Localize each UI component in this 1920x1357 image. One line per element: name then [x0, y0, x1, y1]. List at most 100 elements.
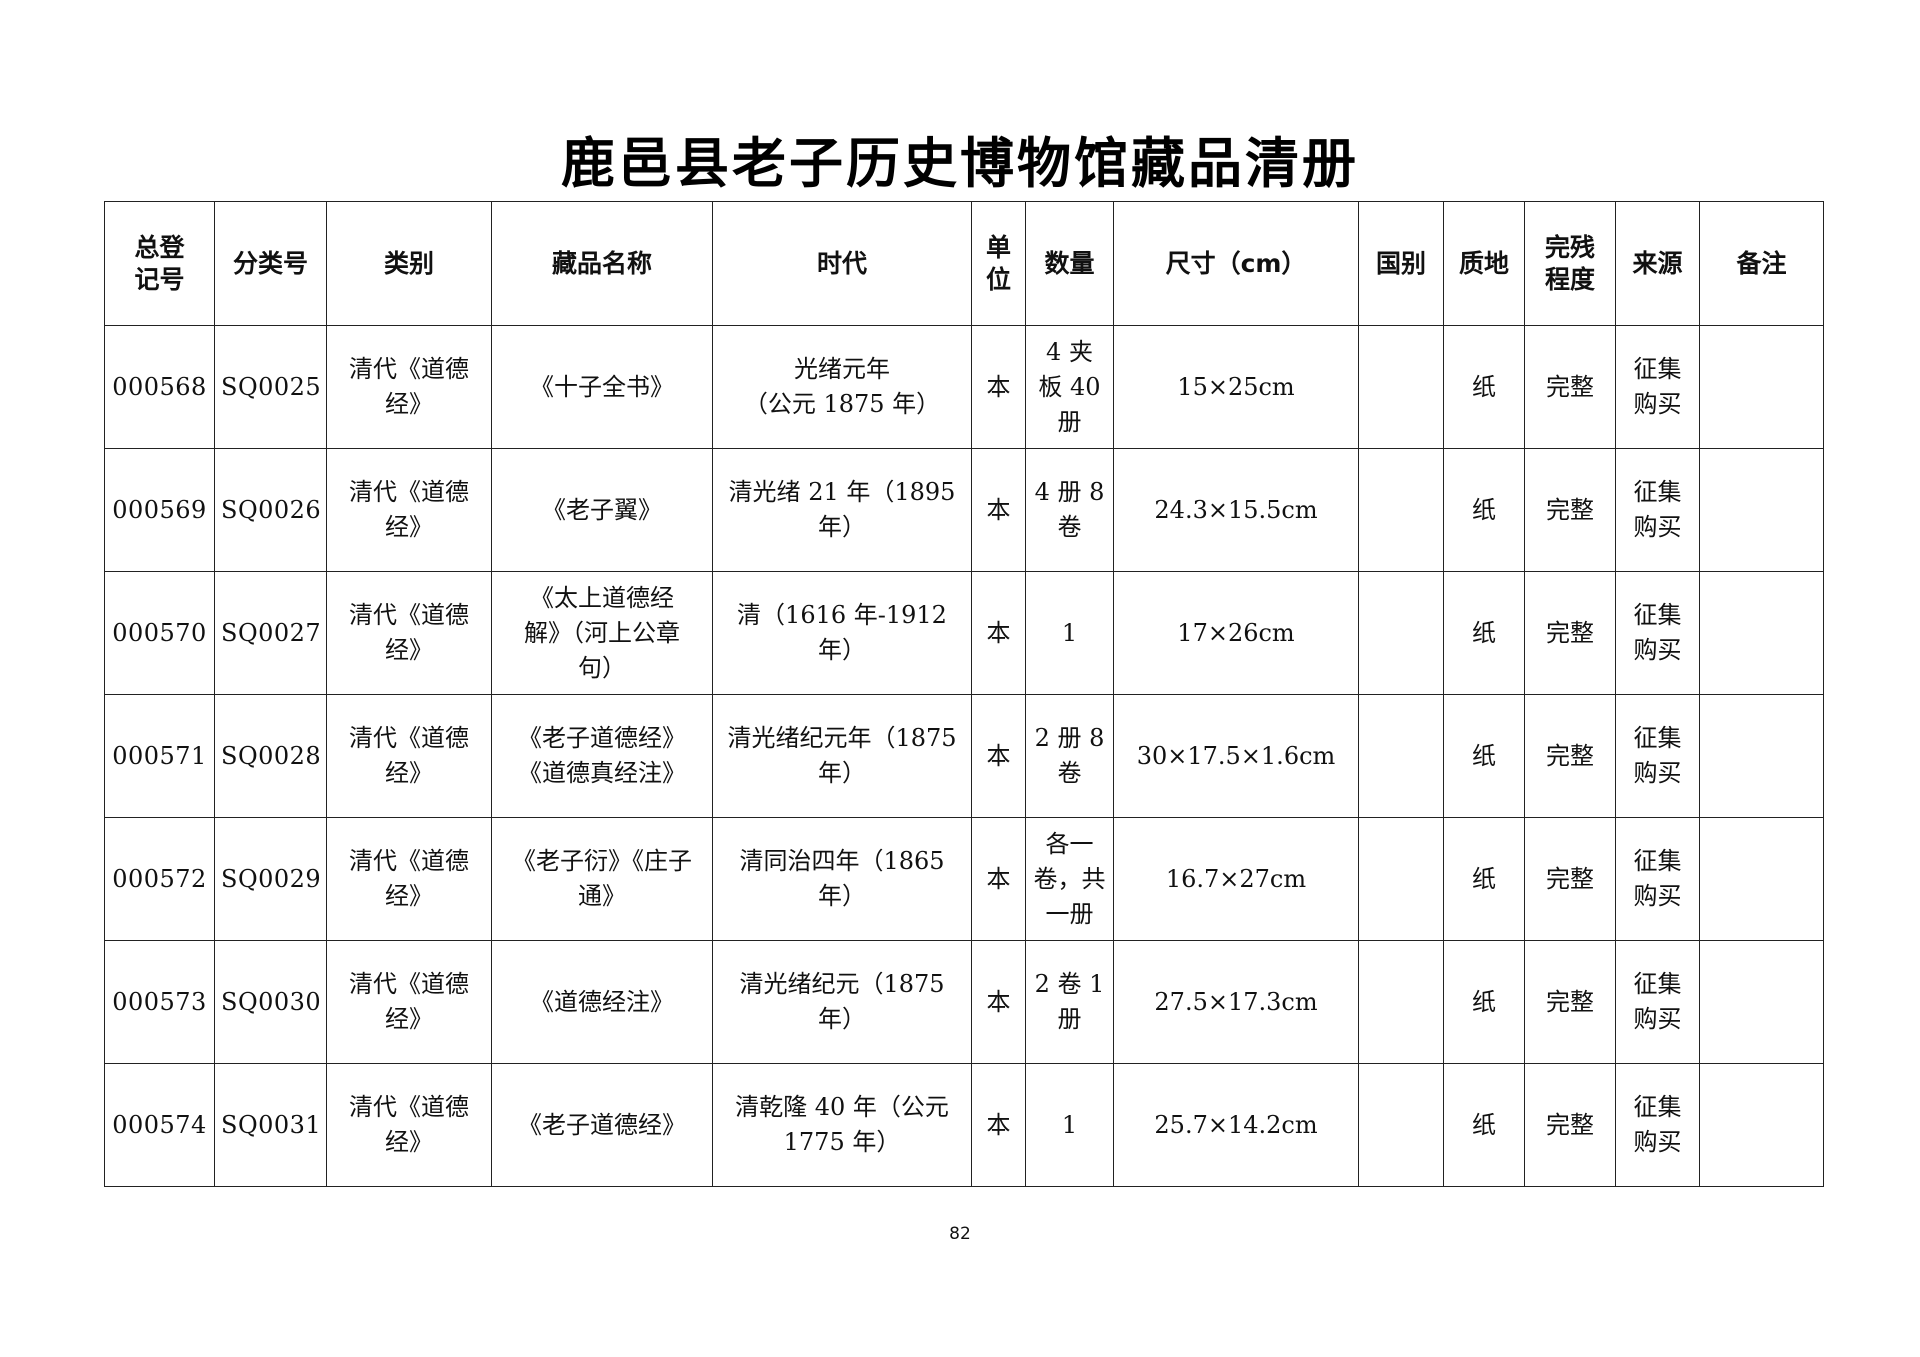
cell-material: 纸: [1443, 571, 1525, 695]
column-header-material: 质地: [1443, 201, 1525, 326]
cell-total-reg-no: 000570: [104, 571, 215, 695]
cell-size: 27.5×17.3cm: [1113, 940, 1359, 1064]
page-number: 82: [949, 1224, 971, 1244]
column-header-size: 尺寸（cm）: [1113, 201, 1359, 326]
cell-classification-no: SQ0027: [214, 571, 327, 695]
column-header-item-name: 藏品名称: [491, 201, 713, 326]
column-header-period: 时代: [712, 201, 972, 326]
cell-remarks: [1699, 325, 1824, 449]
cell-item-name: 《道德经注》: [491, 940, 713, 1064]
cell-category: 清代《道德经》: [326, 571, 492, 695]
cell-category: 清代《道德经》: [326, 325, 492, 449]
cell-category: 清代《道德经》: [326, 448, 492, 572]
cell-quantity: 2 册 8 卷: [1025, 694, 1114, 818]
cell-size: 30×17.5×1.6cm: [1113, 694, 1359, 818]
column-header-label: 分类号: [232, 248, 308, 278]
cell-remarks: [1699, 817, 1824, 941]
cell-category: 清代《道德经》: [326, 817, 492, 941]
column-header-label: 质地: [1458, 248, 1509, 278]
cell-material: 纸: [1443, 817, 1525, 941]
cell-total-reg-no: 000574: [104, 1063, 215, 1187]
column-header-label: 单 位: [985, 232, 1011, 294]
cell-total-reg-no: 000571: [104, 694, 215, 818]
cell-period: 清同治四年（1865 年）: [712, 817, 972, 941]
cell-total-reg-no: 000568: [104, 325, 215, 449]
cell-unit: 本: [971, 571, 1026, 695]
cell-item-name: 《老子翼》: [491, 448, 713, 572]
cell-condition: 完整: [1524, 817, 1616, 941]
cell-quantity: 4 夹 板 40 册: [1025, 325, 1114, 449]
cell-quantity: 2 卷 1 册: [1025, 940, 1114, 1064]
column-header-label: 国别: [1375, 248, 1426, 278]
cell-source: 征集 购买: [1615, 940, 1700, 1064]
cell-remarks: [1699, 694, 1824, 818]
cell-unit: 本: [971, 940, 1026, 1064]
cell-period: 光绪元年 （公元 1875 年）: [712, 325, 972, 449]
cell-category: 清代《道德经》: [326, 694, 492, 818]
table-row: 000572 SQ0029 清代《道德经》 《老子衍》《庄子 通》 清同治四年（1865…: [104, 817, 1824, 941]
cell-unit: 本: [971, 448, 1026, 572]
cell-country: [1358, 325, 1444, 449]
cell-quantity: 1: [1025, 571, 1114, 695]
cell-country: [1358, 448, 1444, 572]
cell-source: 征集 购买: [1615, 817, 1700, 941]
cell-size: 17×26cm: [1113, 571, 1359, 695]
column-header-quantity: 数量: [1025, 201, 1114, 326]
column-header-total-reg-no: 总登 记号: [104, 201, 215, 326]
cell-unit: 本: [971, 1063, 1026, 1187]
cell-country: [1358, 817, 1444, 941]
cell-item-name: 《十子全书》: [491, 325, 713, 449]
cell-category: 清代《道德经》: [326, 940, 492, 1064]
cell-material: 纸: [1443, 325, 1525, 449]
cell-unit: 本: [971, 694, 1026, 818]
cell-material: 纸: [1443, 448, 1525, 572]
header-row: 总登 记号 分类号 类别 藏品名称 时代 单 位 数量 尺寸（cm） 国别 质地…: [104, 201, 1824, 326]
cell-period: 清乾隆 40 年（公元 1775 年）: [712, 1063, 972, 1187]
cell-classification-no: SQ0026: [214, 448, 327, 572]
table-row: 000571 SQ0028 清代《道德经》 《老子道德经》 《道德真经注》 清光绪纪元年…: [104, 694, 1824, 818]
cell-material: 纸: [1443, 1063, 1525, 1187]
table-row: 000570 SQ0027 清代《道德经》 《太上道德经 解》（河上公章 句） 清（16…: [104, 571, 1824, 695]
cell-country: [1358, 940, 1444, 1064]
column-header-category: 类别: [326, 201, 492, 326]
cell-source: 征集 购买: [1615, 694, 1700, 818]
table-row: 000568 SQ0025 清代《道德经》 《十子全书》 光绪元年 （公元 1875 年…: [104, 325, 1824, 449]
cell-classification-no: SQ0025: [214, 325, 327, 449]
cell-material: 纸: [1443, 694, 1525, 818]
table-row: 000573 SQ0030 清代《道德经》 《道德经注》 清光绪纪元（1875 年）本 2…: [104, 940, 1824, 1064]
column-header-label: 尺寸（cm）: [1165, 248, 1307, 278]
cell-source: 征集 购买: [1615, 325, 1700, 449]
cell-period: 清光绪 21 年（1895 年）: [712, 448, 972, 572]
cell-condition: 完整: [1524, 694, 1616, 818]
column-header-unit: 单 位: [971, 201, 1026, 326]
cell-remarks: [1699, 1063, 1824, 1187]
cell-condition: 完整: [1524, 1063, 1616, 1187]
cell-material: 纸: [1443, 940, 1525, 1064]
collection-register-table: 总登 记号 分类号 类别 藏品名称 时代 单 位 数量 尺寸（cm） 国别 质地…: [104, 201, 1824, 1187]
cell-quantity: 4 册 8 卷: [1025, 448, 1114, 572]
cell-remarks: [1699, 448, 1824, 572]
cell-condition: 完整: [1524, 448, 1616, 572]
cell-period: 清光绪纪元（1875 年）: [712, 940, 972, 1064]
cell-item-name: 《老子衍》《庄子 通》: [491, 817, 713, 941]
cell-size: 25.7×14.2cm: [1113, 1063, 1359, 1187]
cell-size: 24.3×15.5cm: [1113, 448, 1359, 572]
register-body: 000568 SQ0025 清代《道德经》 《十子全书》 光绪元年 （公元 1875 年…: [104, 325, 1824, 1187]
cell-period: 清光绪纪元年（1875 年）: [712, 694, 972, 818]
cell-item-name: 《老子道德经》 《道德真经注》: [491, 694, 713, 818]
column-header-label: 藏品名称: [551, 248, 652, 278]
cell-remarks: [1699, 571, 1824, 695]
column-header-label: 备注: [1736, 248, 1787, 278]
cell-condition: 完整: [1524, 571, 1616, 695]
column-header-label: 时代: [816, 248, 867, 278]
cell-period: 清（1616 年-1912 年）: [712, 571, 972, 695]
cell-source: 征集 购买: [1615, 571, 1700, 695]
column-header-label: 来源: [1632, 248, 1683, 278]
cell-total-reg-no: 000569: [104, 448, 215, 572]
cell-size: 15×25cm: [1113, 325, 1359, 449]
column-header-label: 完残 程度: [1544, 232, 1595, 294]
column-header-source: 来源: [1615, 201, 1700, 326]
cell-item-name: 《老子道德经》: [491, 1063, 713, 1187]
cell-remarks: [1699, 940, 1824, 1064]
cell-classification-no: SQ0029: [214, 817, 327, 941]
